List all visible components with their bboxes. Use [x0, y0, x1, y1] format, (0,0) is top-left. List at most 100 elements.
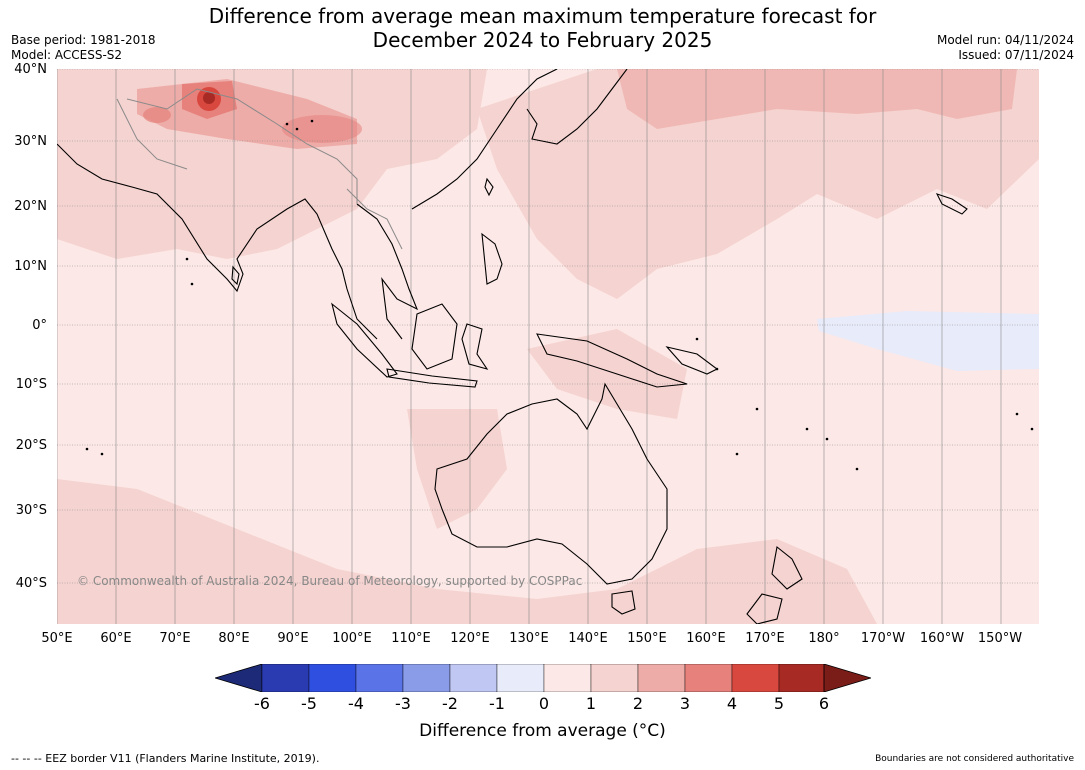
colorbar-tick: 3	[679, 694, 691, 713]
lon-label: 150°E	[627, 631, 667, 646]
coast-philippines	[481, 232, 503, 285]
title-line-1: Difference from average mean maximum tem…	[208, 4, 877, 28]
meta-left: Base period: 1981-2018 Model: ACCESS-S2	[11, 33, 156, 63]
lon-label: 70°E	[159, 631, 191, 646]
colorbar-arrow-high	[823, 664, 871, 692]
island	[310, 119, 314, 123]
island	[755, 407, 759, 411]
anomaly-north-pacific	[477, 69, 1039, 299]
coast-china	[411, 69, 558, 210]
colorbar-tick: 0	[538, 694, 550, 713]
colorbar-tick: 5	[773, 694, 785, 713]
coast-australia	[434, 382, 668, 585]
island	[285, 122, 289, 126]
copyright-notice: © Commonwealth of Australia 2024, Bureau…	[77, 574, 583, 588]
coast-borneo	[411, 303, 458, 370]
model-run: Model run: 04/11/2024	[936, 33, 1074, 47]
colorbar-segment	[684, 664, 733, 692]
colorbar-tick: -2	[442, 694, 458, 713]
colorbar-label: Difference from average (°C)	[419, 721, 666, 741]
island	[695, 337, 699, 341]
anomaly-central-pacific-negative	[817, 311, 1039, 371]
colorbar-tick: 6	[818, 694, 830, 713]
lon-label: 50°E	[41, 631, 73, 646]
base-period: Base period: 1981-2018	[11, 33, 156, 47]
island	[85, 447, 89, 451]
lat-label: 10°N	[14, 259, 47, 274]
model-name: Model: ACCESS-S2	[11, 48, 123, 62]
lon-label: 160°E	[686, 631, 726, 646]
island	[715, 367, 719, 371]
coastlines	[57, 69, 968, 624]
island	[805, 427, 809, 431]
coast-sumatra	[331, 302, 398, 378]
lon-label: 100°E	[332, 631, 372, 646]
coast-new-guinea	[536, 333, 688, 388]
colorbar-segment	[308, 664, 357, 692]
colorbar-tick: -6	[254, 694, 270, 713]
coast-japan-korea	[526, 69, 628, 145]
gridlines	[57, 69, 1039, 624]
colorbar	[215, 664, 871, 692]
colorbar-segment	[731, 664, 780, 692]
lon-label: 90°E	[277, 631, 309, 646]
lon-label: 130°E	[509, 631, 549, 646]
boundaries-disclaimer: Boundaries are not considered authoritat…	[875, 754, 1074, 764]
colorbar-tick: -5	[301, 694, 317, 713]
coast-java	[386, 368, 478, 388]
coast-indochina	[356, 203, 419, 340]
island	[190, 282, 194, 286]
colorbar-tick: -3	[395, 694, 411, 713]
colorbar-segment	[778, 664, 825, 692]
colorbar-tick: -1	[489, 694, 505, 713]
lon-label: 60°E	[100, 631, 132, 646]
lat-label: 40°S	[15, 576, 47, 591]
island	[185, 257, 189, 261]
coast-tasmania	[611, 590, 636, 615]
anomaly-southern-ocean	[57, 479, 877, 624]
island	[100, 452, 104, 456]
lon-label: 150°W	[977, 631, 1023, 646]
anomaly-himalaya-peak-3	[203, 92, 215, 104]
anomaly-western-australia	[407, 409, 507, 529]
country-borders	[116, 88, 403, 250]
island	[855, 467, 859, 471]
lat-label: 40°N	[14, 62, 47, 77]
anomaly-north-pacific-strong	[617, 69, 1017, 129]
coast-taiwan	[484, 177, 494, 197]
coast-hawaii	[935, 193, 968, 215]
meta-right: Model run: 04/11/2024 Issued: 07/11/2024	[937, 33, 1074, 63]
colorbar-segment	[449, 664, 498, 692]
islands	[85, 119, 1034, 471]
title-line-2: December 2024 to February 2025	[372, 28, 713, 52]
colorbar-tick: 2	[632, 694, 644, 713]
colorbar-segment	[355, 664, 404, 692]
border-central-asia	[116, 98, 188, 170]
island	[295, 127, 299, 131]
lat-label: 0°	[32, 318, 47, 333]
island	[825, 437, 829, 441]
island	[1030, 427, 1034, 431]
lon-label: 80°E	[218, 631, 250, 646]
colorbar-segment	[261, 664, 310, 692]
colorbar-tick: 1	[585, 694, 597, 713]
lat-label: 30°S	[15, 503, 47, 518]
island	[1015, 412, 1019, 416]
eez-legend: -- -- -- EEZ border V11 (Flanders Marine…	[11, 752, 320, 765]
lon-label: 170°E	[745, 631, 785, 646]
anomaly-pakistan	[143, 107, 171, 123]
colorbar-arrow-low	[215, 664, 263, 692]
coast-sri-lanka	[231, 265, 240, 286]
chart-title: Difference from average mean maximum tem…	[0, 4, 1085, 52]
lon-label: 160°W	[919, 631, 965, 646]
colorbar-tick: 4	[726, 694, 738, 713]
lat-label: 10°S	[15, 377, 47, 392]
lon-label: 110°E	[391, 631, 431, 646]
coast-new-zealand	[746, 545, 803, 624]
lon-label: 120°E	[450, 631, 490, 646]
border-south-asia	[126, 88, 358, 204]
colorbar-segment	[637, 664, 686, 692]
map-panel	[57, 69, 1039, 624]
coast-arabia-india	[57, 143, 378, 340]
colorbar-segment	[402, 664, 451, 692]
